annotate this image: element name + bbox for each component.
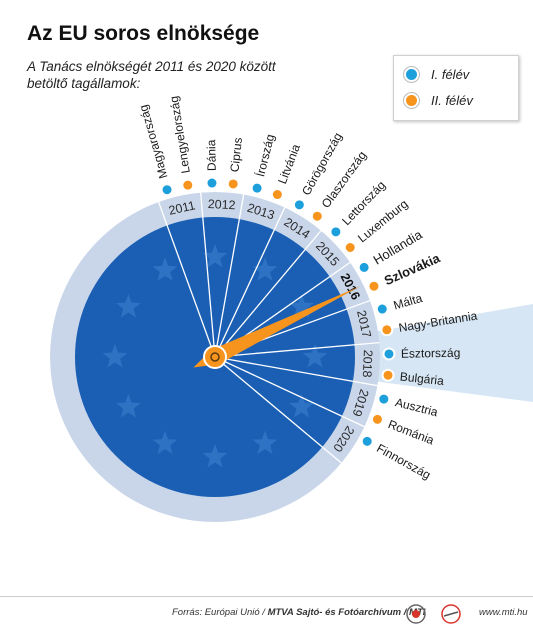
country-label: Magyarország: [136, 103, 170, 180]
country-label: Ciprus: [227, 137, 245, 173]
year-label-2017: 2017: [354, 309, 374, 339]
title: Az EU soros elnöksége: [27, 22, 260, 45]
pointer-center-icon: [210, 352, 220, 362]
highlight-band: [350, 304, 533, 402]
eu-star-icon: [289, 294, 314, 318]
eu-star-icon: [202, 244, 228, 268]
country-dot-icon: [270, 188, 284, 202]
segment-divider: [220, 357, 378, 387]
eu-star-icon: [289, 394, 314, 418]
segment-lines: [157, 192, 380, 464]
eu-star-icon: [116, 394, 141, 418]
country-label: Ausztria: [394, 395, 440, 419]
country-label: Dánia: [204, 139, 219, 171]
country-label: Málta: [392, 291, 424, 313]
country-dot-icon: [375, 302, 389, 316]
segment-divider: [219, 360, 342, 464]
pointer: [193, 286, 361, 369]
segment-divider: [199, 192, 216, 352]
year-label-2011: 2011: [167, 198, 196, 217]
country-dot-icon: [380, 323, 394, 337]
country-dot-icon: [367, 279, 381, 293]
year-label-2012: 2012: [207, 197, 235, 212]
segment-divider: [215, 194, 245, 352]
segment-divider: [220, 358, 365, 428]
country-dot-icon: [292, 198, 306, 212]
eu-star-icon: [152, 430, 178, 455]
country-dot-icon: [160, 183, 174, 197]
legend: I. félév II. félév: [393, 55, 519, 121]
eu-stars: [102, 244, 328, 468]
legend-label: I. félév: [431, 67, 470, 82]
country-dot-icon: [343, 240, 357, 254]
country-dot-icon: [381, 368, 395, 382]
website: www.mti.hu: [479, 607, 528, 618]
country-dot-icon: [370, 412, 384, 426]
country-dot-icon: [181, 178, 195, 192]
eu-star-icon: [116, 294, 141, 318]
country-label: Finnország: [374, 441, 433, 482]
first-half-dot-icon: [404, 67, 419, 82]
country-dot-icon: [329, 225, 343, 239]
country-dot-icon: [377, 392, 391, 406]
source-prefix: Forrás: Európai Unió /: [172, 607, 268, 618]
mtva-logo-icon: [406, 604, 426, 624]
segment-divider: [216, 207, 286, 352]
year-label-2018: 2018: [360, 349, 375, 377]
subtitle: A Tanács elnökségét 2011 és 2020 között …: [27, 59, 276, 91]
country-label: Románia: [386, 417, 436, 447]
country-dot-icon: [360, 434, 374, 448]
country-label: Észtország: [401, 345, 461, 361]
pointer-needle: [193, 286, 361, 368]
eu-star-icon: [252, 430, 278, 455]
eu-star-icon: [252, 257, 278, 281]
source-agency: MTVA Sajtó- és Fotóarchívum / MTI: [267, 607, 426, 618]
legend-item-first-half: I. félév: [404, 67, 469, 82]
country-dot-icon: [226, 177, 240, 191]
segment-divider: [157, 201, 214, 352]
mti-logo-icon: [441, 604, 461, 624]
country-label: Lengyelország: [167, 95, 193, 174]
pointer-hub: [203, 345, 227, 369]
country-label: Litvánia: [275, 142, 303, 186]
country-dot-icon: [205, 176, 219, 190]
eu-star-icon: [202, 444, 228, 468]
country-dot-icon: [310, 209, 324, 223]
eu-star-icon: [102, 344, 128, 368]
eu-star-icon: [152, 257, 178, 281]
footer: Forrás: Európai Unió / MTVA Sajtó- és Fo…: [0, 596, 533, 631]
country-dot-icon: [357, 260, 371, 274]
source-line: Forrás: Európai Unió / MTVA Sajtó- és Fo…: [172, 607, 425, 618]
country-label: Írország: [252, 133, 277, 179]
second-half-dot-icon: [404, 93, 419, 108]
country-dot-icon: [250, 181, 264, 195]
legend-label: II. félév: [431, 93, 473, 108]
country-dot-icon: [382, 347, 396, 361]
segment-divider: [218, 230, 322, 353]
eu-star-icon: [302, 344, 328, 368]
country-label: Bulgária: [399, 369, 445, 388]
segment-divider: [220, 341, 380, 358]
legend-item-second-half: II. félév: [404, 93, 473, 108]
